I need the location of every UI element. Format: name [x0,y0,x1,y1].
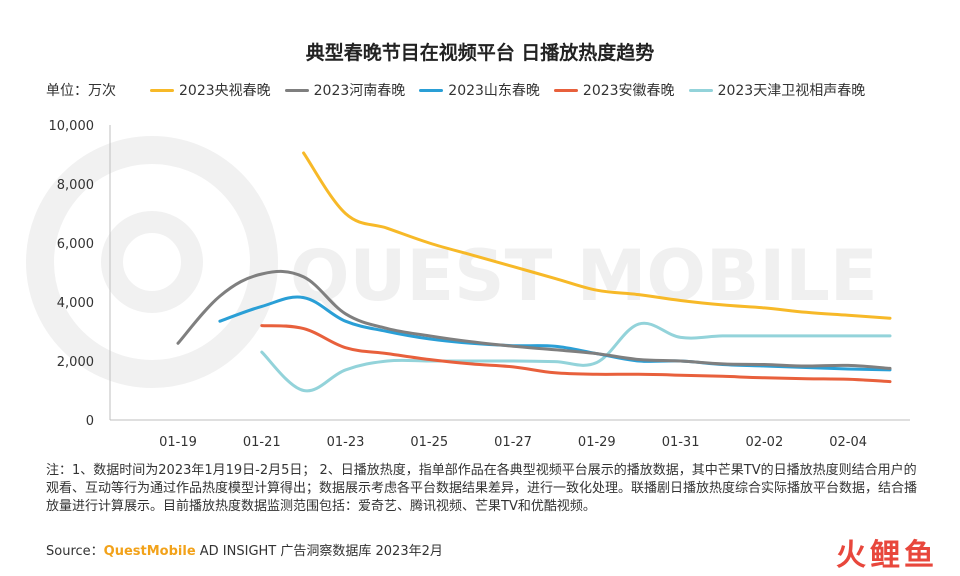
legend-label: 2023山东春晚 [448,83,540,99]
watermark-text: QUEST MOBILE [290,235,878,317]
legend: 2023央视春晚 2023河南春晚 2023山东春晚 2023安徽春晚 2023天津卫视… [150,79,865,101]
x-tick-label: 01-29 [578,435,616,450]
y-tick-label: 10,000 [49,119,95,134]
legend-item: 2023河南春晚 [284,80,406,100]
watermark-core [101,211,203,313]
source-prefix: Source： [46,544,104,559]
legend-item: 2023山东春晚 [419,80,540,100]
series-line-2023天津卫视相声春晚 [260,321,892,393]
legend-swatch [284,88,309,92]
x-tick-label: 01-21 [243,435,281,450]
legend-label: 2023天津卫视相声春晚 [717,83,866,99]
chart-title: 典型春晚节目在视频平台 日播放热度趋势 [305,42,655,64]
y-tick-label: 4,000 [57,296,94,311]
legend-item: 2023天津卫视相声春晚 [688,80,866,100]
legend-swatch [150,88,174,92]
x-tick-label: 01-27 [494,435,532,450]
unit-label: 单位：万次 [46,83,116,99]
x-tick-label: 02-02 [745,435,783,450]
watermark-ring [26,136,278,388]
legend-label: 2023安徽春晚 [582,83,675,99]
x-tick-label: 01-19 [159,435,197,450]
series-line-2023河南春晚 [176,269,892,370]
legend-swatch [419,88,444,92]
x-tick-label: 01-23 [327,435,365,450]
x-tick-label: 01-25 [410,435,448,450]
watermark: QUEST MOBILE [26,136,878,388]
legend-swatch [553,88,578,92]
y-tick-label: 6,000 [57,237,94,252]
legend-item: 2023央视春晚 [150,80,271,100]
site-logo: 火鲤鱼 [836,538,938,573]
y-tick-label: 0 [86,414,94,429]
y-tick-label: 2,000 [57,355,94,370]
legend-label: 2023河南春晚 [313,83,406,99]
series-line-2023安徽春晚 [260,324,892,384]
footnote: 注：1、数据时间为2023年1月19日-2月5日； 2、日播放热度，指单部作品在… [46,463,918,514]
x-tick-label: 01-31 [662,435,700,450]
legend-item: 2023安徽春晚 [553,80,675,100]
x-tick-label: 02-04 [829,435,867,450]
source-rest: AD INSIGHT 广告洞察数据库 2023年2月 [195,544,443,559]
source-brand: QuestMobile [103,544,196,559]
legend-swatch [688,88,713,92]
series-line-2023央视春晚 [302,151,892,320]
source-line: Source：QuestMobile AD INSIGHT 广告洞察数据库 20… [46,540,443,559]
legend-label: 2023央视春晚 [179,83,271,99]
y-tick-label: 8,000 [57,178,94,193]
